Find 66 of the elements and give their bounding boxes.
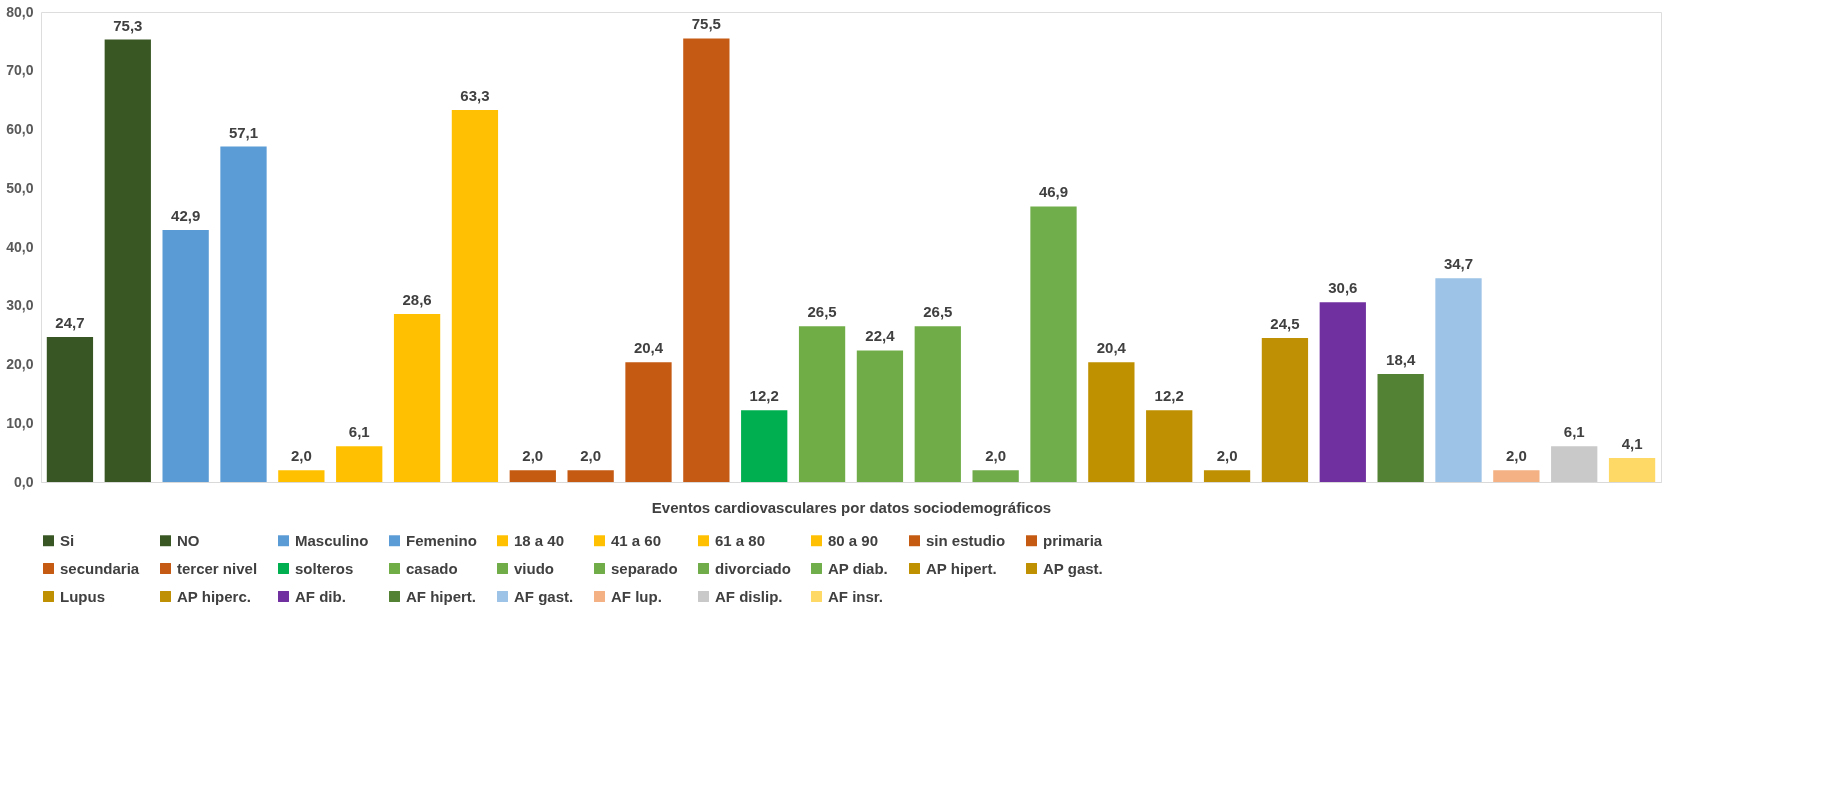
data-label: 2,0 [290, 447, 312, 465]
data-label: 34,7 [1443, 255, 1474, 273]
y-tick-label: 70,0 [6, 62, 34, 79]
legend-label: AP hipert. [926, 559, 997, 577]
y-tick-label: 10,0 [6, 414, 34, 431]
data-label: 2,0 [580, 447, 602, 465]
data-label: 20,4 [633, 339, 664, 357]
data-label: 75,5 [691, 15, 721, 33]
y-tick-label: 40,0 [6, 238, 34, 255]
data-label: 6,1 [1563, 423, 1585, 441]
data-label: 28,6 [402, 290, 432, 308]
data-label: 75,3 [113, 16, 143, 34]
legend-label: 61 a 80 [715, 531, 766, 549]
legend-label: tercer nivel [177, 559, 258, 577]
legend-label: AP gast. [1043, 559, 1103, 577]
data-label: 18,4 [1386, 350, 1416, 368]
data-label: 12,2 [749, 387, 779, 405]
data-label: 42,9 [171, 206, 201, 224]
legend-label: Femenino [406, 531, 477, 549]
legend-label: 80 a 90 [828, 531, 879, 549]
data-label: 24,7 [55, 313, 85, 331]
data-label: 2,0 [985, 447, 1007, 465]
legend-label: Masculino [295, 531, 369, 549]
legend-label: solteros [295, 559, 354, 577]
legend-label: AP diab. [828, 559, 888, 577]
y-tick-label: 80,0 [6, 3, 34, 20]
data-label: 46,9 [1038, 183, 1069, 201]
x-axis-title: Eventos cardiovasculares por datos sociodemográficos [651, 498, 1052, 516]
data-label: 4,1 [1621, 434, 1643, 452]
data-label: 22,4 [865, 327, 896, 345]
legend-label: AF insr. [828, 587, 884, 605]
legend-label: secundaria [60, 559, 140, 577]
legend-label: Lupus [60, 587, 105, 605]
legend-label: separado [611, 559, 678, 577]
data-label: 2,0 [1505, 447, 1527, 465]
data-label: 6,1 [348, 423, 370, 441]
legend-label: viudo [514, 559, 554, 577]
y-tick-label: 50,0 [6, 179, 34, 196]
legend-label: casado [406, 559, 458, 577]
legend-label: AF lup. [611, 587, 662, 605]
y-tick-label: 20,0 [6, 356, 34, 372]
data-label: 26,5 [807, 303, 837, 321]
data-label: 24,5 [1270, 315, 1300, 333]
data-label: 26,5 [923, 303, 953, 321]
data-label: 63,3 [460, 87, 490, 105]
legend-label: NO [177, 531, 200, 549]
y-tick-label: 0,0 [14, 473, 34, 490]
data-label: 2,0 [522, 447, 544, 465]
legend-label: primaria [1043, 531, 1103, 549]
legend-label: sin estudio [926, 531, 1006, 549]
legend-label: AF dislip. [715, 587, 783, 605]
data-label: 20,4 [1096, 339, 1127, 357]
legend-label: AF dib. [295, 587, 346, 605]
legend-label: 41 a 60 [611, 531, 662, 549]
y-tick-label: 30,0 [6, 297, 34, 314]
data-label: 2,0 [1216, 447, 1238, 465]
data-label: 12,2 [1154, 387, 1184, 405]
legend-label: AF hipert. [406, 587, 476, 605]
legend-label: 18 a 40 [514, 531, 565, 549]
legend-label: divorciado [715, 559, 791, 577]
y-tick-label: 60,0 [6, 121, 34, 137]
legend-label: AP hiperc. [177, 587, 251, 605]
data-label: 57,1 [228, 123, 259, 141]
legend-label: AF gast. [514, 587, 574, 605]
legend-label: Si [60, 531, 75, 549]
data-label: 30,6 [1328, 279, 1358, 297]
